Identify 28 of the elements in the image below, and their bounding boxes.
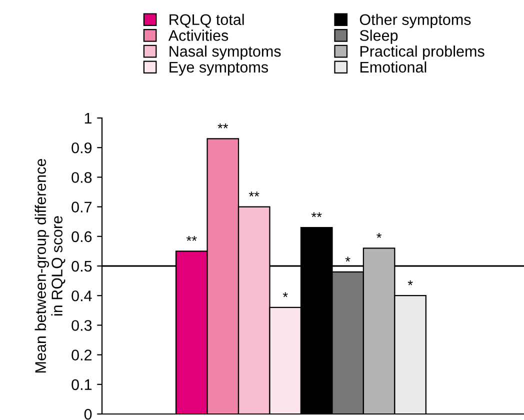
legend-label: Emotional [360,61,426,73]
y-axis-title: Mean between-group difference in RQLQ score [34,158,66,372]
legend-label: Other symptoms [360,14,471,28]
legend-label: RQLQ total [170,14,244,28]
y-tick-label: 0.2 [72,350,92,360]
y-tick-label: 0.9 [72,142,92,154]
data-label: * [376,233,382,238]
legend-label: Sleep [360,30,398,44]
legend-label: Activities [168,30,228,41]
data-label: ** [248,192,260,196]
legend-label: Nasal symptoms [170,46,281,60]
data-label: * [408,280,413,286]
data-label: * [345,256,350,262]
data-label: ** [311,212,322,218]
y-tick-label: 0.6 [72,231,92,242]
y-tick-label: 0.4 [72,290,92,302]
y-tick-label: 0.3 [72,320,92,331]
legend-label: Practical problems [360,46,484,60]
legend-label: Eye symptoms [170,62,268,76]
y-tick-label: 0.5 [72,260,92,272]
data-label: ** [186,236,197,241]
y-tick-label: 0.1 [72,379,92,390]
y-tick-label: 0.8 [72,172,92,183]
y-tick-label: 0 [84,408,92,420]
data-label: ** [218,124,228,128]
data-label: * [282,292,288,298]
y-tick-label: 0.7 [72,202,92,212]
y-tick-label: 1 [84,113,92,124]
